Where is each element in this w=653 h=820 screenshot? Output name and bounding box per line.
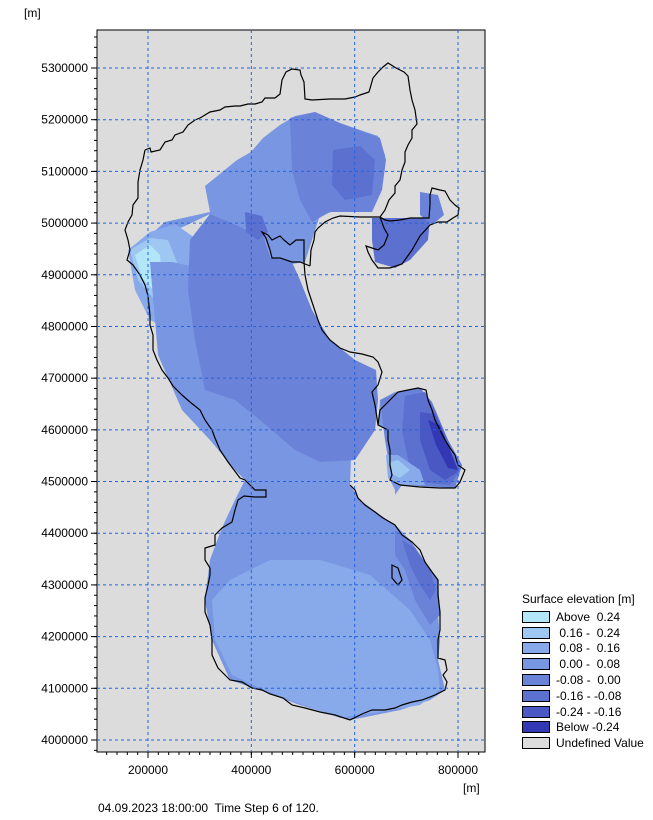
legend-swatch [522,705,550,718]
northeast-bay-zone [420,192,444,225]
legend: Surface elevation [m] Above 0.24 0.16 - … [522,592,653,751]
legend-item: 0.00 - 0.08 [522,656,653,672]
y-tick-label: 4800000 [41,319,88,333]
y-tick-label: 4000000 [41,733,88,747]
y-tick-label: 4400000 [41,526,88,540]
south-shallow-zone [212,560,440,718]
legend-label: Above 0.24 [556,609,621,624]
kara-bay-zone [372,218,430,268]
y-tick-label: 4100000 [41,681,88,695]
y-tick-label: 5200000 [41,113,88,127]
legend-item: Below -0.24 [522,720,653,736]
legend-item: 0.16 - 0.24 [522,625,653,641]
legend-item: Above 0.24 [522,609,653,625]
x-tick-label: 600000 [335,763,375,777]
legend-item: -0.16 - -0.08 [522,688,653,704]
legend-label: 0.16 - 0.24 [556,625,621,640]
surface-elevation-map: 200000 400000 600000 800000 4000000 4100000 42… [41,29,486,777]
y-tick-label: 5000000 [41,216,88,230]
sea-water-body [128,112,462,720]
y-tick-label: 4900000 [41,268,88,282]
legend-swatch [522,626,550,639]
coastline-small-island [391,564,403,586]
east-gulf-shallow-2 [390,460,410,478]
legend-label: Undefined Value [556,736,644,751]
y-tick-label: 4200000 [41,630,88,644]
north-deeper-zone [332,146,375,200]
legend-label: -0.16 - -0.08 [556,688,622,703]
x-tick-label: 800000 [438,763,478,777]
time-step-status: 04.09.2023 18:00:00 Time Step 6 of 120. [98,801,319,815]
legend-item: -0.24 - -0.16 [522,704,653,720]
legend-swatch [522,721,550,734]
legend-item: -0.08 - 0.00 [522,672,653,688]
legend-swatch [522,689,550,702]
legend-swatch [522,658,550,671]
coastline-north [144,62,418,267]
legend-swatch [522,674,550,687]
grid-lines [97,30,485,752]
y-axis-unit: [m] [24,6,41,20]
axes: 200000 400000 600000 800000 4000000 4100000 42… [41,36,480,777]
legend-title: Surface elevation [m] [522,592,635,606]
legend-label: Below -0.24 [556,720,620,735]
x-tick-label: 200000 [128,763,168,777]
legend-label: 0.00 - 0.08 [556,657,621,672]
coastline-west [124,149,448,721]
y-tick-label: 4700000 [41,371,88,385]
x-tick-label: 400000 [231,763,271,777]
east-gulf-zone-4 [428,420,458,470]
legend-item: Undefined Value [522,735,653,751]
legend-item: 0.08 - 0.16 [522,641,653,657]
legend-swatch [522,737,550,750]
legend-label: -0.08 - 0.00 [556,673,621,688]
coastline-mid-east [260,230,466,489]
coastline-kara-bay [365,187,460,269]
x-axis-unit: [m] [463,781,480,795]
middle-deep-zone [188,214,378,462]
legend-label: -0.24 - -0.16 [556,704,622,719]
y-tick-label: 4600000 [41,423,88,437]
y-tick-label: 4500000 [41,475,88,489]
legend-label: 0.08 - 0.16 [556,641,621,656]
coastline [124,62,466,721]
legend-swatch [522,642,550,655]
y-tick-label: 4300000 [41,578,88,592]
y-tick-label: 5100000 [41,164,88,178]
legend-swatch [522,610,550,623]
legend-items: Above 0.24 0.16 - 0.24 0.08 - 0.16 0.00 … [522,609,653,751]
y-tick-label: 5300000 [41,61,88,75]
